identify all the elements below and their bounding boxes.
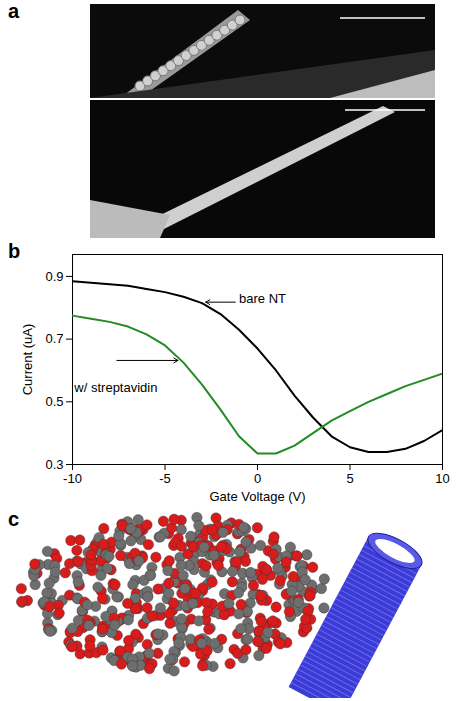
svg-text:0: 0	[254, 471, 261, 486]
html-text:c: c	[8, 508, 20, 530]
svg-text:-10: -10	[63, 471, 82, 486]
html-text:a: a	[8, 0, 20, 22]
svg-text:0.7: 0.7	[45, 331, 63, 346]
svg-text:5: 5	[346, 471, 353, 486]
svg-text:Gate Voltage (V): Gate Voltage (V)	[209, 489, 305, 504]
svg-text:0.3: 0.3	[45, 457, 63, 472]
svg-text:-5: -5	[159, 471, 171, 486]
svg-text:w/ streptavidin: w/ streptavidin	[73, 380, 157, 395]
svg-text:0.5: 0.5	[45, 394, 63, 409]
svg-text:10: 10	[435, 471, 449, 486]
svg-text:Current (uA): Current (uA)	[20, 324, 35, 396]
svg-text:0.9: 0.9	[45, 269, 63, 284]
svg-text:bare NT: bare NT	[239, 291, 286, 306]
html-text:b: b	[8, 240, 21, 262]
